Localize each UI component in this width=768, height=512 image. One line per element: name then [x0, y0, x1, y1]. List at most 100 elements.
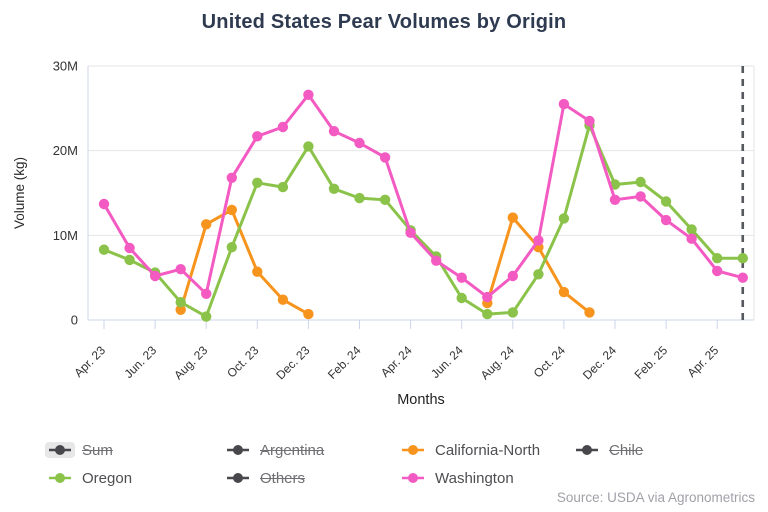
data-point-california-north [303, 308, 314, 320]
data-point-washington [737, 272, 748, 283]
legend-label: Oregon [82, 469, 133, 487]
legend-item-others[interactable]: Others [223, 465, 398, 491]
chart-title: United States Pear Volumes by Origin [201, 11, 567, 33]
data-point-washington [584, 115, 595, 127]
data-point-california-north [175, 304, 186, 315]
legend-label: California-North [435, 441, 541, 459]
data-point-washington [175, 264, 186, 275]
legend-label: Chile [609, 441, 644, 459]
data-point-washington [124, 242, 135, 254]
x-tick-label: Oct. 23 [224, 343, 261, 380]
data-point-california-north [584, 307, 595, 318]
legend-marker-icon [223, 442, 253, 458]
data-point-washington [558, 98, 570, 110]
data-point-oregon [737, 253, 748, 264]
data-point-oregon [175, 297, 186, 308]
data-point-washington [431, 255, 442, 266]
legend-label: Washington [435, 469, 514, 487]
x-tick-label: Jun. 24 [428, 343, 466, 381]
data-point-washington [660, 214, 672, 226]
source-credit: Source: USDA via Agronometrics [556, 490, 755, 505]
data-point-washington [635, 191, 646, 202]
data-point-washington [201, 288, 212, 299]
data-point-oregon [712, 253, 723, 264]
x-tick-label: Dec. 23 [273, 343, 312, 382]
data-point-oregon [379, 194, 391, 205]
x-tick-label: Aug. 24 [478, 343, 517, 382]
data-point-california-north [507, 212, 518, 223]
data-point-oregon [252, 177, 263, 188]
data-point-oregon [635, 176, 646, 188]
legend-label: Others [260, 469, 306, 487]
x-tick-label: Jun. 23 [121, 343, 159, 381]
data-point-washington [303, 89, 314, 101]
x-tick-label: Dec. 24 [580, 343, 619, 382]
data-point-california-north [201, 219, 212, 230]
legend-marker-icon [398, 442, 428, 458]
data-point-washington [507, 270, 518, 282]
y-tick-label: 0 [71, 313, 78, 328]
data-point-california-north [558, 286, 570, 298]
data-point-oregon [660, 196, 672, 207]
legend-label: Argentina [260, 441, 325, 459]
legend-marker-icon [45, 442, 75, 458]
data-point-washington [712, 265, 723, 277]
series-line-california-north [179, 208, 591, 316]
x-tick-label: Apr. 24 [378, 343, 415, 380]
data-point-washington [98, 198, 110, 210]
legend-marker-icon [223, 470, 253, 486]
data-point-washington [609, 194, 621, 205]
y-tick-label: 20M [53, 143, 78, 158]
data-point-washington [149, 270, 161, 282]
data-point-oregon [482, 308, 493, 320]
data-point-washington [482, 291, 493, 303]
data-point-oregon [303, 141, 314, 152]
x-tick-label: Oct. 24 [531, 343, 568, 380]
x-tick-label: Feb. 24 [325, 343, 364, 382]
data-point-oregon [98, 244, 110, 255]
data-point-california-north [277, 294, 289, 305]
y-tick-label: 30M [53, 59, 78, 74]
data-point-washington [252, 131, 263, 142]
data-point-oregon [328, 183, 340, 194]
data-point-oregon [354, 192, 365, 204]
legend-item-oregon[interactable]: Oregon [45, 465, 223, 491]
data-point-oregon [277, 181, 289, 193]
data-point-washington [277, 121, 289, 133]
legend-marker-icon [572, 442, 602, 458]
legend-item-chile[interactable]: Chile [572, 437, 758, 463]
legend-item-sum[interactable]: Sum [45, 437, 223, 463]
data-point-washington [354, 137, 365, 149]
legend-item-washington[interactable]: Washington [398, 465, 572, 491]
x-tick-label: Aug. 23 [171, 343, 210, 382]
x-axis-title: Months [397, 392, 445, 408]
x-tick-label: Feb. 25 [632, 343, 671, 382]
legend-item-argentina[interactable]: Argentina [223, 437, 398, 463]
data-point-oregon [201, 311, 212, 322]
x-tick-label: Apr. 25 [685, 343, 722, 380]
series-line-washington [102, 93, 745, 299]
data-point-oregon [686, 224, 697, 235]
legend: Sum Argentina California-North Chile Oregon O… [45, 437, 758, 491]
data-point-washington [686, 233, 697, 244]
legend-label: Sum [82, 441, 113, 459]
legend-marker-icon [45, 470, 75, 486]
data-point-washington [226, 172, 237, 183]
data-point-oregon [558, 213, 570, 224]
data-point-california-north [252, 266, 263, 277]
data-point-oregon [533, 269, 544, 280]
data-point-washington [533, 235, 544, 246]
data-point-washington [456, 272, 467, 283]
data-point-oregon [226, 242, 237, 253]
data-point-washington [328, 126, 340, 137]
y-axis-title: Volume (kg) [12, 157, 27, 229]
data-point-washington [405, 227, 416, 238]
y-tick-label: 10M [53, 228, 78, 243]
legend-marker-icon [398, 470, 428, 486]
data-point-california-north [226, 204, 237, 216]
data-point-oregon [456, 292, 467, 304]
data-point-oregon [124, 254, 135, 266]
x-tick-label: Apr. 23 [71, 343, 108, 380]
legend-item-california-north[interactable]: California-North [398, 437, 572, 463]
